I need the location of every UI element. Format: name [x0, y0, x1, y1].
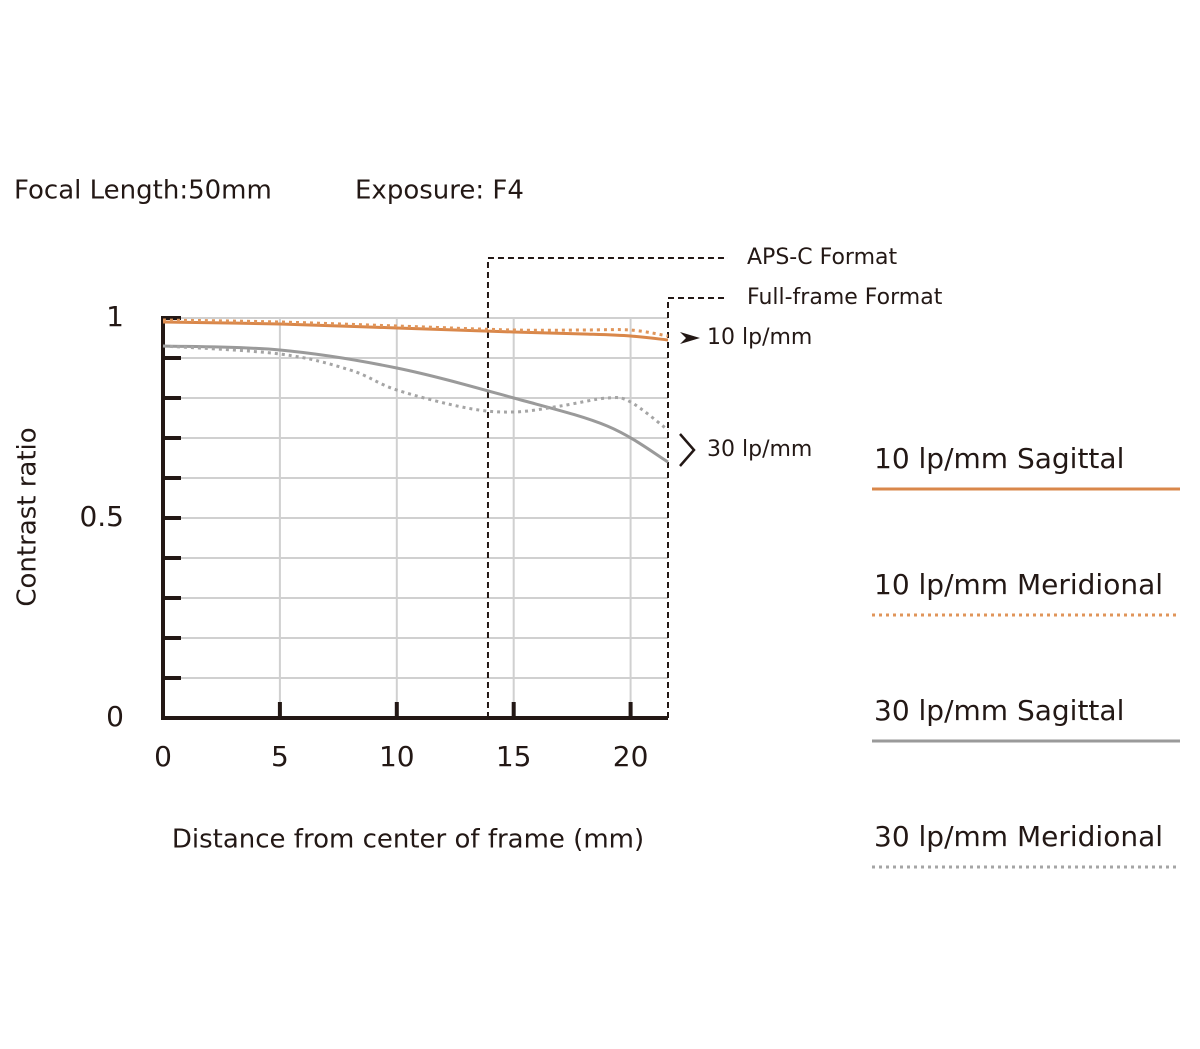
x-tick-label: 5 — [271, 740, 289, 773]
y-tick-label: 0.5 — [79, 500, 124, 533]
x-tick-label: 0 — [154, 740, 172, 773]
format-line — [486, 257, 728, 718]
legend-label: 30 lp/mm Meridional — [874, 820, 1163, 853]
group-label: 30 lp/mm — [707, 437, 812, 462]
legend-label: 10 lp/mm Meridional — [874, 568, 1163, 601]
x-axis-label: Distance from center of frame (mm) — [172, 825, 644, 855]
format-label: Full-frame Format — [747, 285, 943, 310]
bracket-30 — [679, 433, 696, 467]
series-line — [162, 318, 669, 338]
legend-label: 10 lp/mm Sagittal — [874, 442, 1124, 475]
group-label: 10 lp/mm — [707, 325, 812, 350]
y-tick-label: 0 — [106, 700, 124, 733]
y-axis-label: Contrast ratio — [13, 427, 43, 606]
format-label: APS-C Format — [747, 245, 897, 270]
series-line — [162, 344, 669, 432]
arrow-10 — [680, 332, 700, 344]
x-tick-label: 10 — [379, 740, 415, 773]
series-line — [162, 320, 669, 342]
x-tick-label: 20 — [613, 740, 649, 773]
series-line — [162, 344, 669, 464]
header-exposure: Exposure: F4 — [355, 176, 524, 206]
x-tick-label: 15 — [496, 740, 532, 773]
legend-label: 30 lp/mm Sagittal — [874, 694, 1124, 727]
header-focal: Focal Length:50mm — [14, 176, 272, 206]
y-tick-label: 1 — [106, 300, 124, 333]
format-line — [667, 297, 728, 718]
